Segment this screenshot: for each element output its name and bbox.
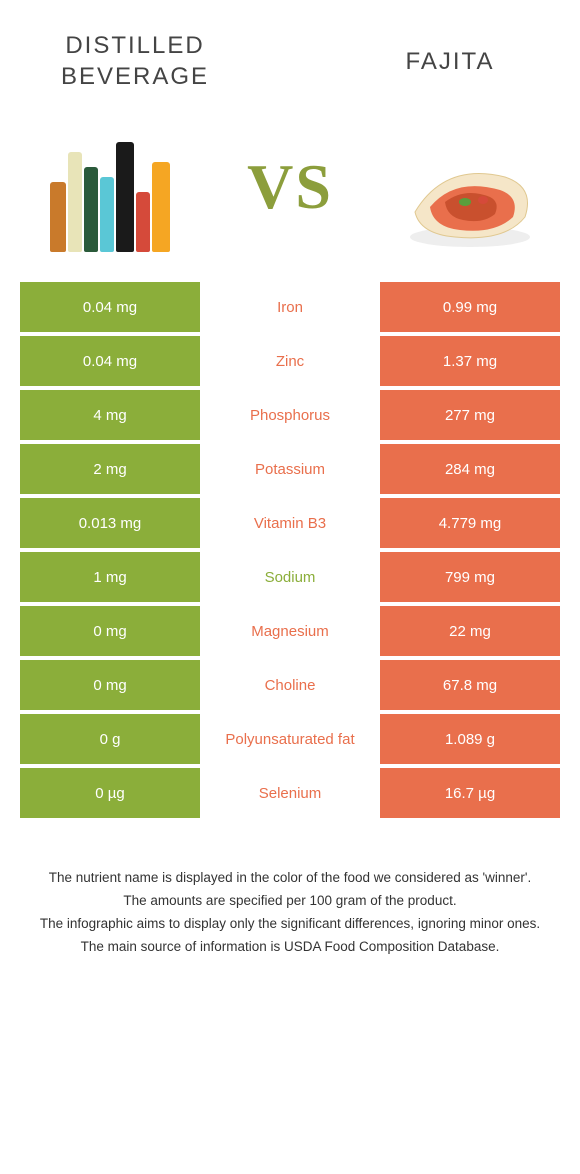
fajita-icon — [395, 142, 545, 252]
right-food-illustration — [390, 122, 550, 252]
table-row: 0.04 mgZinc1.37 mg — [20, 336, 560, 386]
header-titles: DISTILLED BEVERAGE FAJITA — [20, 20, 560, 102]
nutrient-name: Vitamin B3 — [200, 498, 380, 548]
nutrient-table: 0.04 mgIron0.99 mg0.04 mgZinc1.37 mg4 mg… — [20, 282, 560, 818]
left-value: 0 mg — [20, 660, 200, 710]
nutrient-name: Phosphorus — [200, 390, 380, 440]
table-row: 0.04 mgIron0.99 mg — [20, 282, 560, 332]
right-value: 284 mg — [380, 444, 560, 494]
footnote-line: The main source of information is USDA F… — [30, 937, 550, 958]
footnote-line: The amounts are specified per 100 gram o… — [30, 891, 550, 912]
table-row: 0 mgMagnesium22 mg — [20, 606, 560, 656]
table-row: 1 mgSodium799 mg — [20, 552, 560, 602]
right-value: 22 mg — [380, 606, 560, 656]
left-value: 1 mg — [20, 552, 200, 602]
nutrient-name: Iron — [200, 282, 380, 332]
left-food-illustration — [30, 122, 190, 252]
left-value: 0 mg — [20, 606, 200, 656]
table-row: 0 gPolyunsaturated fat1.089 g — [20, 714, 560, 764]
vs-label: VS — [247, 150, 333, 224]
left-value: 0.04 mg — [20, 336, 200, 386]
table-row: 4 mgPhosphorus277 mg — [20, 390, 560, 440]
footnote-line: The nutrient name is displayed in the co… — [30, 868, 550, 889]
nutrient-name: Zinc — [200, 336, 380, 386]
left-value: 4 mg — [20, 390, 200, 440]
right-value: 0.99 mg — [380, 282, 560, 332]
left-food-title: DISTILLED BEVERAGE — [30, 30, 240, 92]
nutrient-name: Potassium — [200, 444, 380, 494]
table-row: 0 µgSelenium16.7 µg — [20, 768, 560, 818]
footnote-line: The infographic aims to display only the… — [30, 914, 550, 935]
right-value: 1.089 g — [380, 714, 560, 764]
left-value: 0.04 mg — [20, 282, 200, 332]
right-value: 799 mg — [380, 552, 560, 602]
footnotes: The nutrient name is displayed in the co… — [20, 868, 560, 958]
right-value: 1.37 mg — [380, 336, 560, 386]
right-value: 16.7 µg — [380, 768, 560, 818]
right-value: 4.779 mg — [380, 498, 560, 548]
left-value: 0.013 mg — [20, 498, 200, 548]
table-row: 0 mgCholine67.8 mg — [20, 660, 560, 710]
left-value: 2 mg — [20, 444, 200, 494]
table-row: 2 mgPotassium284 mg — [20, 444, 560, 494]
nutrient-name: Polyunsaturated fat — [200, 714, 380, 764]
left-value: 0 g — [20, 714, 200, 764]
nutrient-name: Choline — [200, 660, 380, 710]
right-food-title: FAJITA — [370, 46, 530, 77]
vs-row: VS — [30, 122, 550, 252]
bottles-icon — [50, 142, 170, 252]
nutrient-name: Sodium — [200, 552, 380, 602]
left-value: 0 µg — [20, 768, 200, 818]
right-value: 67.8 mg — [380, 660, 560, 710]
nutrient-name: Magnesium — [200, 606, 380, 656]
right-value: 277 mg — [380, 390, 560, 440]
table-row: 0.013 mgVitamin B34.779 mg — [20, 498, 560, 548]
nutrient-name: Selenium — [200, 768, 380, 818]
